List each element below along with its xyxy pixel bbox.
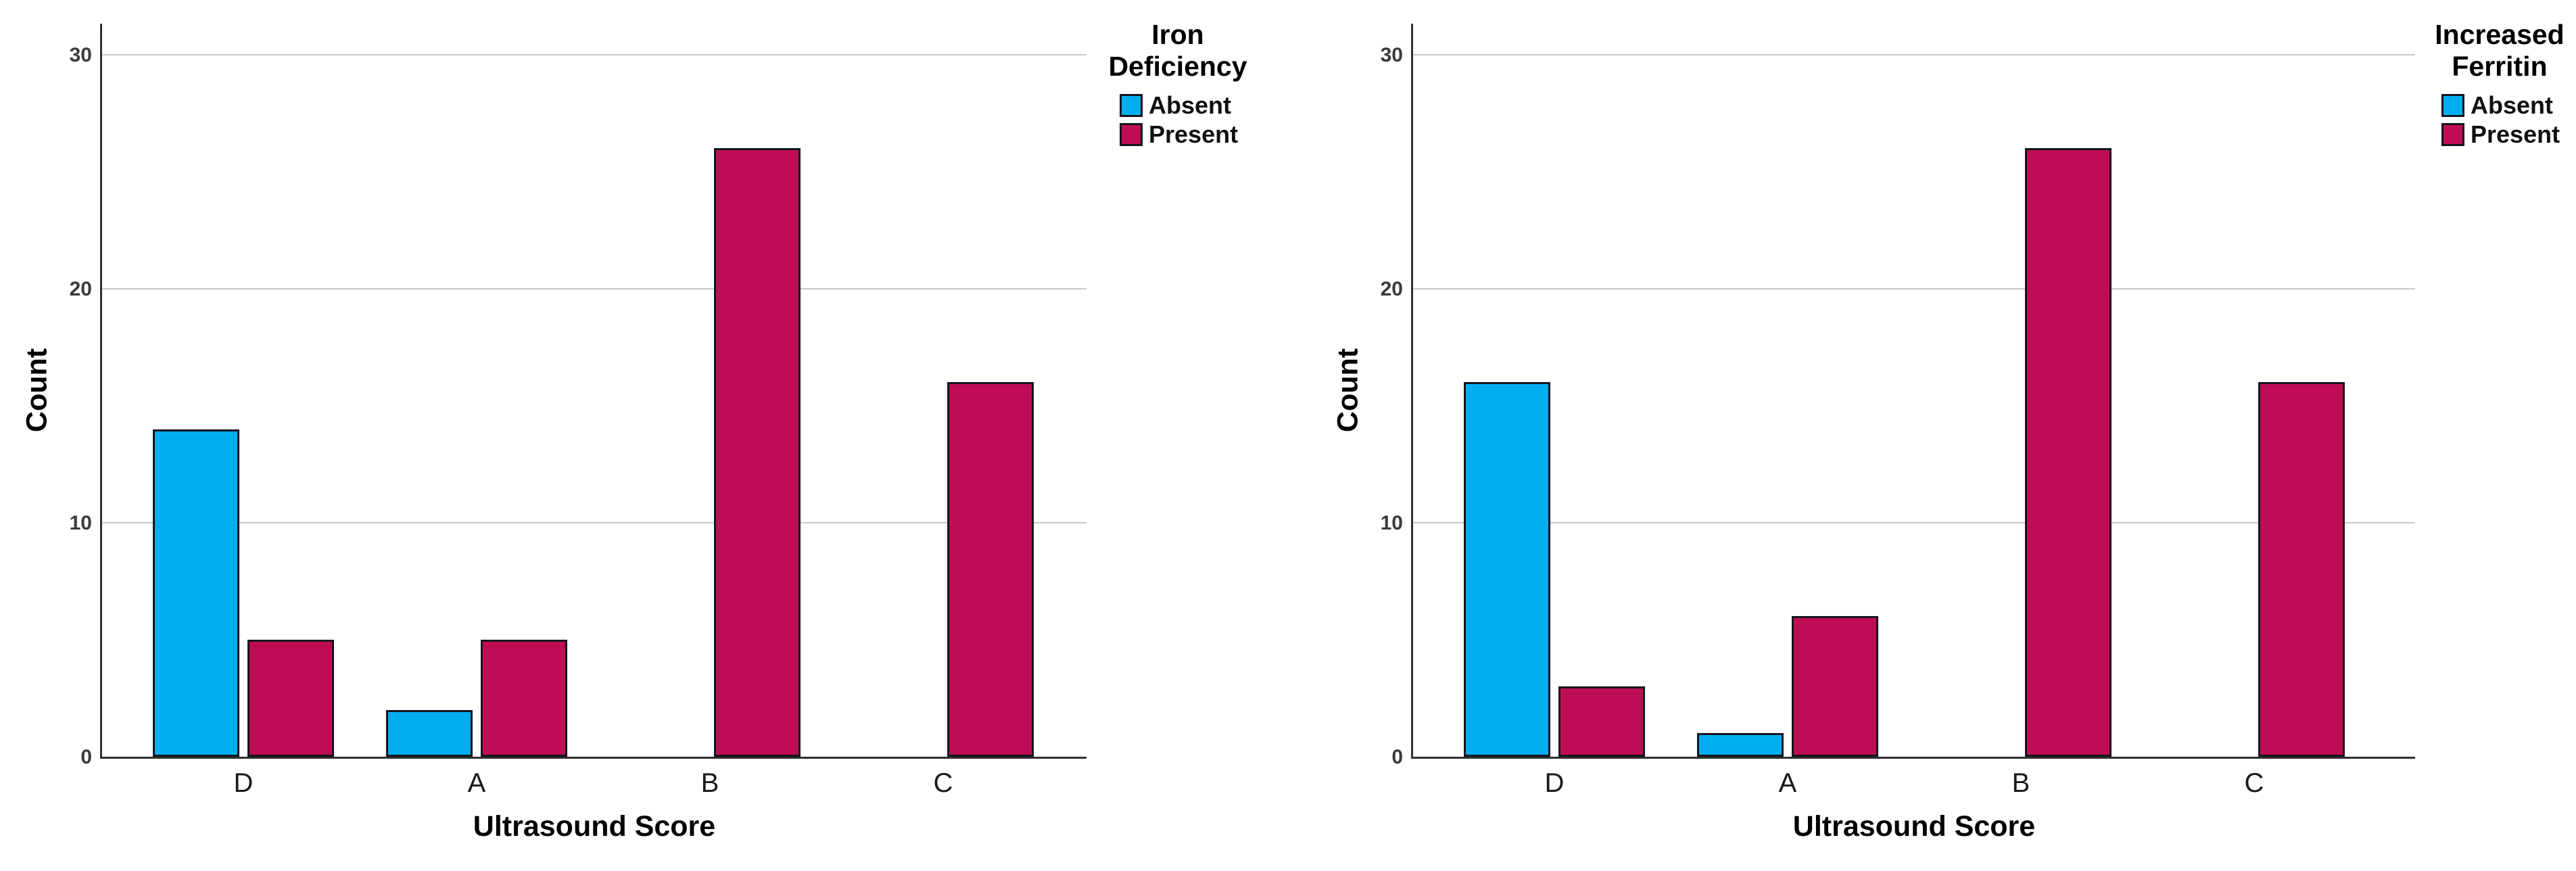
- bar-absent-A: [1697, 733, 1784, 757]
- legend-item-label: Absent: [2471, 91, 2554, 119]
- legend-item-absent: Absent: [1120, 93, 1293, 118]
- gridline-30: [1413, 54, 2415, 55]
- y-axis-line: [1411, 24, 1413, 759]
- bar-present-D: [1558, 686, 1645, 757]
- legend-title-line-2: Ferritin: [2452, 51, 2548, 82]
- y-tick-label-0: 0: [1391, 746, 1403, 768]
- bar-present-B: [2025, 148, 2112, 757]
- y-tick-label-0: 0: [80, 746, 92, 768]
- y-tick-label-10: 10: [69, 512, 92, 534]
- bar-present-C: [2258, 382, 2345, 757]
- y-axis-title: Count: [1331, 348, 1364, 433]
- legend-swatch-present: [1120, 123, 1143, 146]
- bar-present-A: [1792, 616, 1878, 757]
- legend-swatch-absent: [1120, 94, 1143, 117]
- legend-title: Increased Ferritin: [2385, 19, 2576, 83]
- legend-swatch-absent: [2441, 94, 2464, 117]
- legend: Iron Deficiency Absent Present: [1063, 19, 1293, 151]
- bar-present-C: [947, 382, 1034, 757]
- bar-present-B: [714, 148, 801, 757]
- bar-present-A: [481, 640, 567, 757]
- legend-item-present: Present: [2441, 122, 2576, 147]
- legend-title-line-2: Deficiency: [1108, 51, 1247, 82]
- y-tick-label-30: 30: [69, 44, 92, 66]
- bar-present-D: [247, 640, 334, 757]
- legend-swatch-present: [2441, 123, 2464, 146]
- legend-item-present: Present: [1120, 122, 1293, 147]
- bar-absent-A: [386, 710, 473, 757]
- bar-absent-D: [1464, 382, 1550, 757]
- x-axis-title: Ultrasound Score: [1792, 810, 2036, 843]
- legend-item-label: Absent: [1149, 91, 1232, 119]
- legend-items: Absent Present: [1063, 93, 1293, 147]
- x-category-label-C: C: [933, 768, 953, 798]
- legend-title: Iron Deficiency: [1063, 19, 1293, 83]
- y-tick-label-20: 20: [1380, 278, 1403, 300]
- gridline-30: [102, 54, 1087, 55]
- legend-item-label: Present: [1149, 120, 1239, 148]
- legend-items: Absent Present: [2385, 93, 2576, 147]
- x-category-label-C: C: [2244, 768, 2264, 798]
- gridline-10: [1413, 522, 2415, 523]
- x-category-label-A: A: [1778, 768, 1797, 798]
- x-category-label-B: B: [700, 768, 719, 798]
- y-tick-label-10: 10: [1380, 512, 1403, 534]
- y-axis-line: [100, 24, 102, 759]
- bar-absent-D: [153, 429, 239, 757]
- legend-title-line-1: Iron: [1151, 19, 1204, 50]
- x-category-label-A: A: [467, 768, 486, 798]
- gridline-20: [102, 288, 1087, 289]
- legend-item-label: Present: [2471, 120, 2560, 148]
- x-axis-line: [100, 757, 1087, 759]
- x-category-label-D: D: [1544, 768, 1565, 798]
- gridline-20: [1413, 288, 2415, 289]
- x-axis-title: Ultrasound Score: [473, 810, 716, 843]
- x-category-label-B: B: [2011, 768, 2030, 798]
- gridline-10: [102, 522, 1087, 523]
- legend-item-absent: Absent: [2441, 93, 2576, 118]
- legend: Increased Ferritin Absent Present: [2385, 19, 2576, 151]
- legend-title-line-1: Increased: [2435, 19, 2565, 50]
- y-tick-label-20: 20: [69, 278, 92, 300]
- x-axis-line: [1411, 757, 2415, 759]
- y-tick-label-30: 30: [1380, 44, 1403, 66]
- x-category-label-D: D: [233, 768, 254, 798]
